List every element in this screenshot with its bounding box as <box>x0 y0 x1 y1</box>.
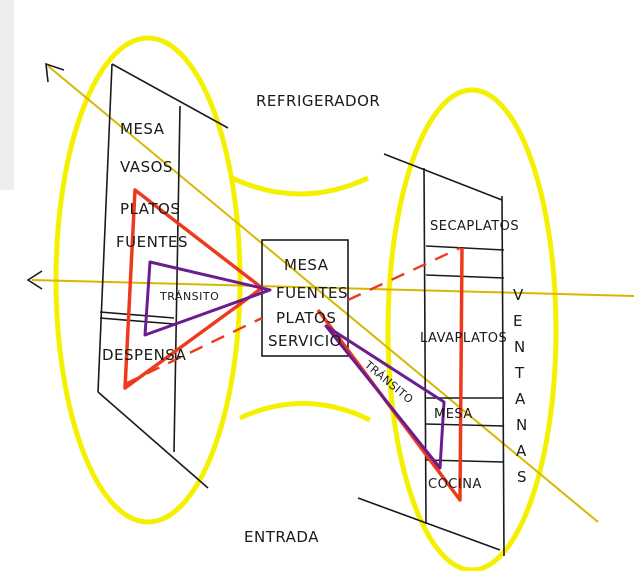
ventanas-letter: N <box>514 338 526 356</box>
left-edge-wash <box>0 0 14 190</box>
center-island <box>261 239 349 357</box>
entrada-label: ENTRADA <box>244 528 319 546</box>
cocina-label: COCINA <box>428 477 482 492</box>
left-counter <box>97 63 229 489</box>
ventanas-label: V E N T A N A S <box>513 286 528 486</box>
ventanas-letter: S <box>517 468 527 486</box>
transito-left-label: TRÁNSITO <box>159 290 219 303</box>
center-fuentes-label: FUENTES <box>276 284 348 302</box>
diagonal-axis-line <box>47 65 599 523</box>
center-mesa-label: MESA <box>284 256 329 274</box>
fuentes-label: FUENTES <box>116 233 188 251</box>
left-dashed-link <box>124 316 263 386</box>
right-mesa-label: MESA <box>434 407 473 422</box>
horizontal-axis-line <box>31 279 634 297</box>
ventanas-letter: E <box>513 312 523 330</box>
right-counter <box>357 153 505 557</box>
bottom-connector-arc <box>238 401 372 423</box>
right-dashed-link <box>347 246 461 302</box>
left-purple-transit-triangle <box>143 260 272 337</box>
left-mesa-label: MESA <box>120 120 165 138</box>
lavaplatos-label: LAVAPLATOS <box>420 331 507 346</box>
refrigerador-label: REFRIGERADOR <box>256 92 380 110</box>
ventanas-letter: V <box>513 286 524 304</box>
despensa-label: DESPENSA <box>102 346 187 364</box>
right-purple-transit-path <box>324 324 446 470</box>
ventanas-letter: A <box>516 442 527 460</box>
ventanas-letter: N <box>516 416 528 434</box>
center-servicio-label: SERVICIO <box>268 332 342 350</box>
ventanas-letter: A <box>515 390 526 408</box>
right-zone-highlight <box>385 87 559 571</box>
vasos-label: VASOS <box>120 158 173 176</box>
top-connector-arc <box>230 175 370 197</box>
platos-label: PLATOS <box>120 200 180 218</box>
ventanas-letter: T <box>514 364 525 382</box>
horizontal-axis-arrowhead <box>26 270 43 290</box>
secaplatos-label: SECAPLATOS <box>430 219 519 234</box>
diagonal-axis-arrowhead <box>45 62 65 83</box>
center-platos-label: PLATOS <box>276 309 336 327</box>
left-red-work-triangle <box>123 188 264 390</box>
